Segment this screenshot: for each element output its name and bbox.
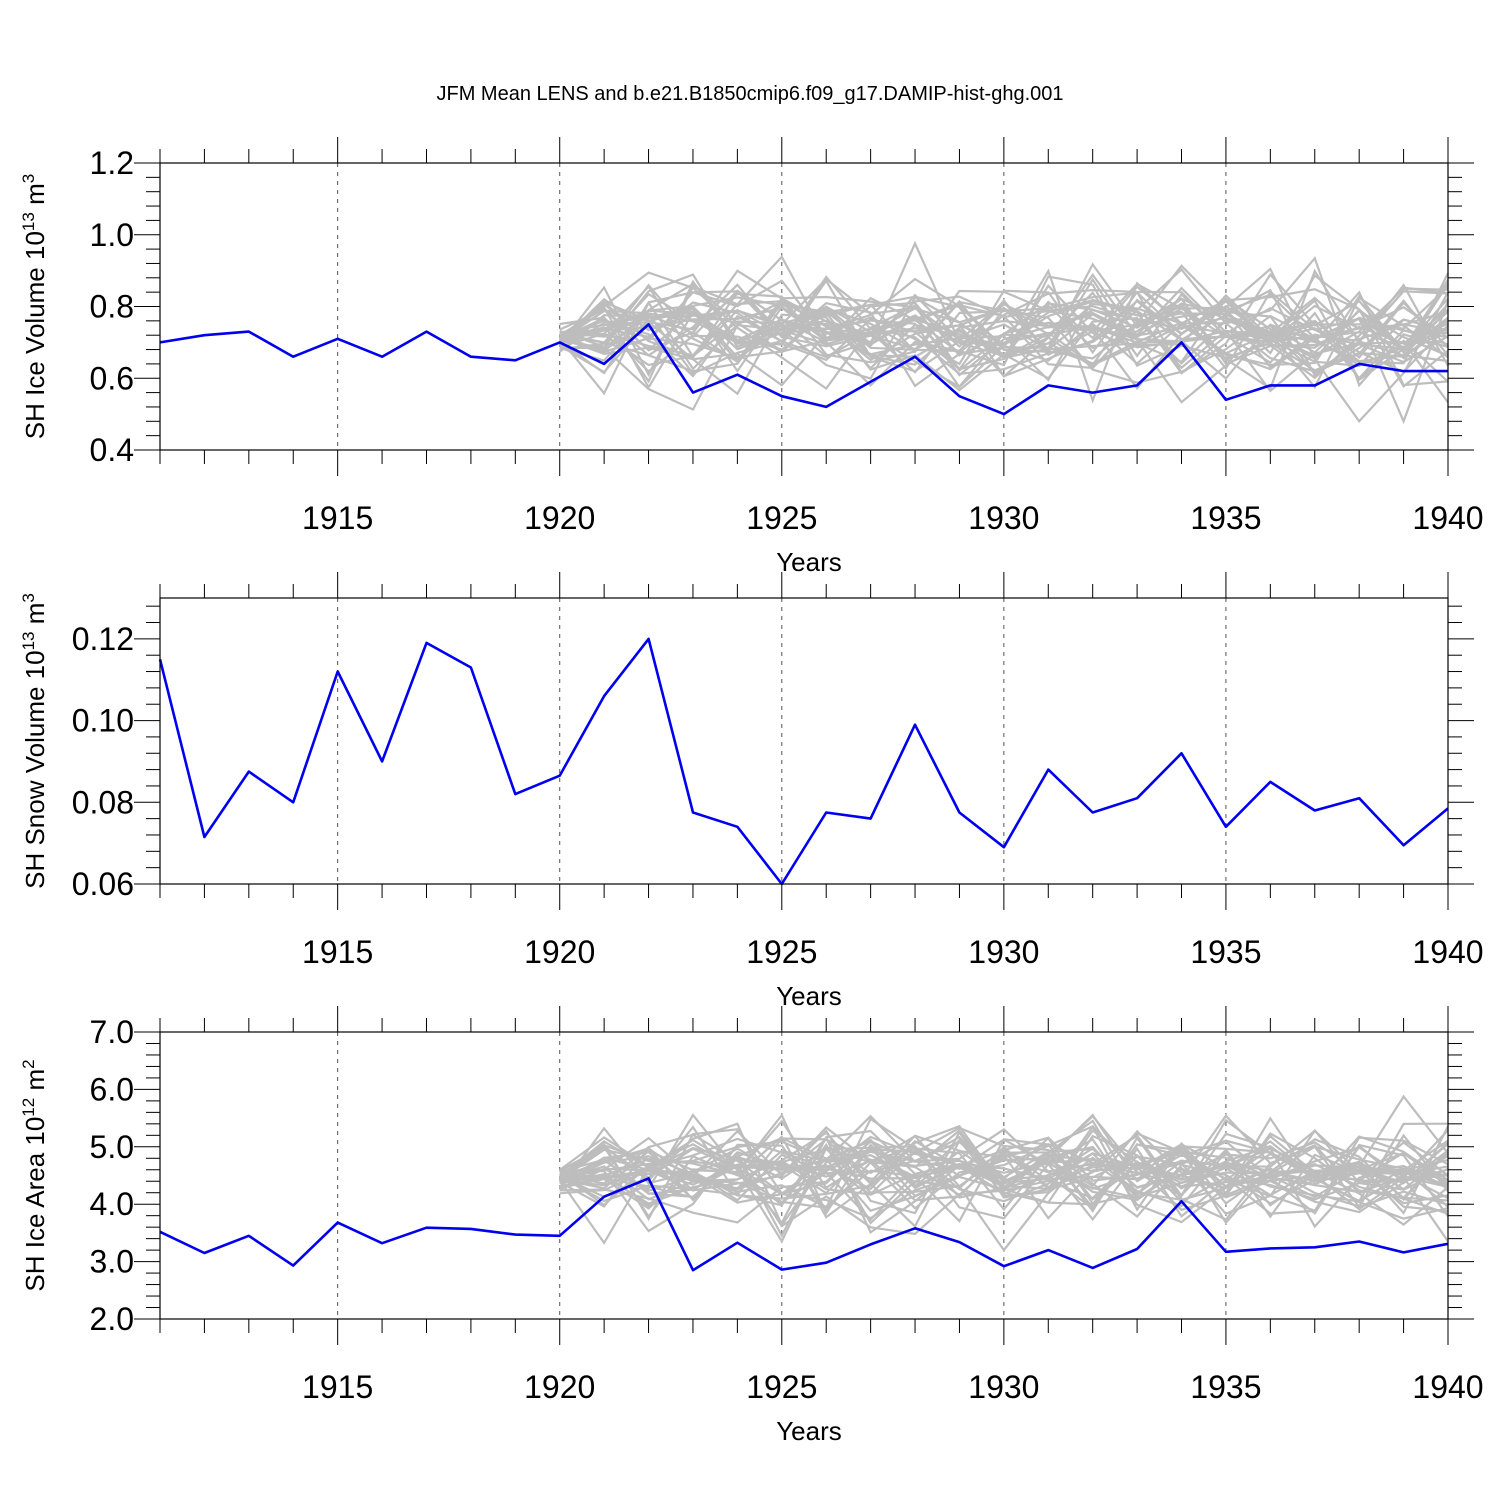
x-tick-label: 1930 xyxy=(968,934,1039,970)
x-tick-label: 1935 xyxy=(1190,934,1261,970)
panel-3: 2.0 3.0 4.0 5.0 6.0 7.0 1915 1920 1925 1930 1935 19… xyxy=(19,1006,1484,1446)
ensemble-line xyxy=(559,1124,1449,1225)
series-line-1 xyxy=(159,323,1448,416)
y-tick-label: 6.0 xyxy=(90,1071,134,1107)
ensemble-line xyxy=(559,1137,1449,1229)
ensemble-line xyxy=(558,288,1449,359)
x-axis-label: Years xyxy=(776,981,842,1011)
y-tick-label: 7.0 xyxy=(90,1014,134,1050)
x-tick-label: 1920 xyxy=(524,1369,595,1405)
x-tick-label: 1925 xyxy=(746,1369,817,1405)
ensemble-line xyxy=(559,1129,1449,1222)
y-axis-label-part: m xyxy=(20,603,50,632)
ensemble-line xyxy=(559,275,1449,372)
x-axis-label: Years xyxy=(776,547,842,577)
x-tick-label: 1940 xyxy=(1412,934,1483,970)
ensemble-line xyxy=(559,1135,1449,1214)
x-tick-label: 1940 xyxy=(1412,1369,1483,1405)
ensemble-line xyxy=(559,264,1449,360)
ensemble-line xyxy=(559,1132,1449,1212)
y-axis-label-part: m xyxy=(20,1069,50,1098)
y-axis-label-part: m xyxy=(20,183,50,212)
ensemble-members xyxy=(558,1094,1449,1252)
x-tick-label: 1915 xyxy=(302,500,373,536)
y-axis-label-part: 13 xyxy=(19,212,38,231)
x-tick-label: 1940 xyxy=(1412,500,1483,536)
y-tick-label: 0.10 xyxy=(72,703,134,739)
x-axis-label: Years xyxy=(776,1416,842,1446)
ensemble-line xyxy=(559,240,1449,366)
y-axis-label-part: 3 xyxy=(19,174,38,183)
ensemble-line xyxy=(559,278,1449,374)
y-axis-label: SH Snow Volume 1013 m3 xyxy=(19,593,50,889)
y-tick-label: 1.2 xyxy=(90,145,134,181)
ensemble-line xyxy=(559,1144,1449,1239)
x-tick-label: 1930 xyxy=(968,500,1039,536)
y-axis-label-part: SH Ice Volume 10 xyxy=(20,231,50,439)
x-tick-label: 1920 xyxy=(524,500,595,536)
panel-2: 0.06 0.08 0.10 0.12 1915 1920 1925 1930 1935 1940… xyxy=(19,572,1484,1011)
y-tick-label: 4.0 xyxy=(90,1186,134,1222)
ensemble-line xyxy=(559,268,1449,404)
y-tick-label: 2.0 xyxy=(90,1301,134,1337)
y-axis-label-part: SH Snow Volume 10 xyxy=(20,650,50,888)
y-tick-label: 0.8 xyxy=(90,289,134,325)
series-line-1 xyxy=(159,1177,1449,1272)
x-tick-label: 1935 xyxy=(1190,1369,1261,1405)
ensemble-line xyxy=(559,1126,1449,1220)
series-line-1 xyxy=(158,637,1449,886)
y-axis-label-part: 13 xyxy=(19,631,38,650)
x-tick-label: 1915 xyxy=(302,1369,373,1405)
y-tick-label: 0.4 xyxy=(90,432,134,468)
y-tick-label: 1.0 xyxy=(90,217,134,253)
panel-1: 0.4 0.6 0.8 1.0 1.2 1915 1920 1925 1930 1935 1940 Y… xyxy=(19,137,1484,577)
y-axis-label-part: SH Ice Area 10 xyxy=(20,1117,50,1292)
ensemble-line xyxy=(559,299,1449,390)
plot-frame xyxy=(159,162,1449,451)
ensemble-members xyxy=(558,240,1450,425)
plot-frame xyxy=(159,597,1449,885)
y-tick-label: 0.08 xyxy=(72,784,134,820)
y-tick-label: 3.0 xyxy=(90,1244,134,1280)
x-tick-label: 1915 xyxy=(302,934,373,970)
plot-frame xyxy=(159,1031,1449,1320)
y-axis-label-part: 3 xyxy=(19,593,38,602)
ensemble-line xyxy=(559,1129,1449,1215)
x-tick-label: 1930 xyxy=(968,1369,1039,1405)
x-tick-label: 1935 xyxy=(1190,500,1261,536)
y-tick-label: 0.6 xyxy=(90,360,134,396)
y-axis-label: SH Ice Area 1012 m2 xyxy=(19,1059,50,1291)
y-tick-label: 5.0 xyxy=(90,1129,134,1165)
y-tick-label: 0.06 xyxy=(72,866,134,902)
y-axis-label-part: 2 xyxy=(19,1059,38,1068)
ensemble-line xyxy=(559,297,1449,380)
ensemble-line xyxy=(559,272,1449,375)
figure-title: JFM Mean LENS and b.e21.B1850cmip6.f09_g… xyxy=(436,83,1063,105)
x-tick-label: 1925 xyxy=(746,500,817,536)
x-tick-label: 1920 xyxy=(524,934,595,970)
y-axis-label: SH Ice Volume 1013 m3 xyxy=(19,174,50,439)
x-tick-label: 1925 xyxy=(746,934,817,970)
ensemble-line xyxy=(558,298,1449,366)
y-tick-label: 0.12 xyxy=(72,621,134,657)
ensemble-line xyxy=(559,1122,1449,1228)
ensemble-line xyxy=(559,290,1449,378)
y-axis-label-part: 12 xyxy=(19,1098,38,1117)
